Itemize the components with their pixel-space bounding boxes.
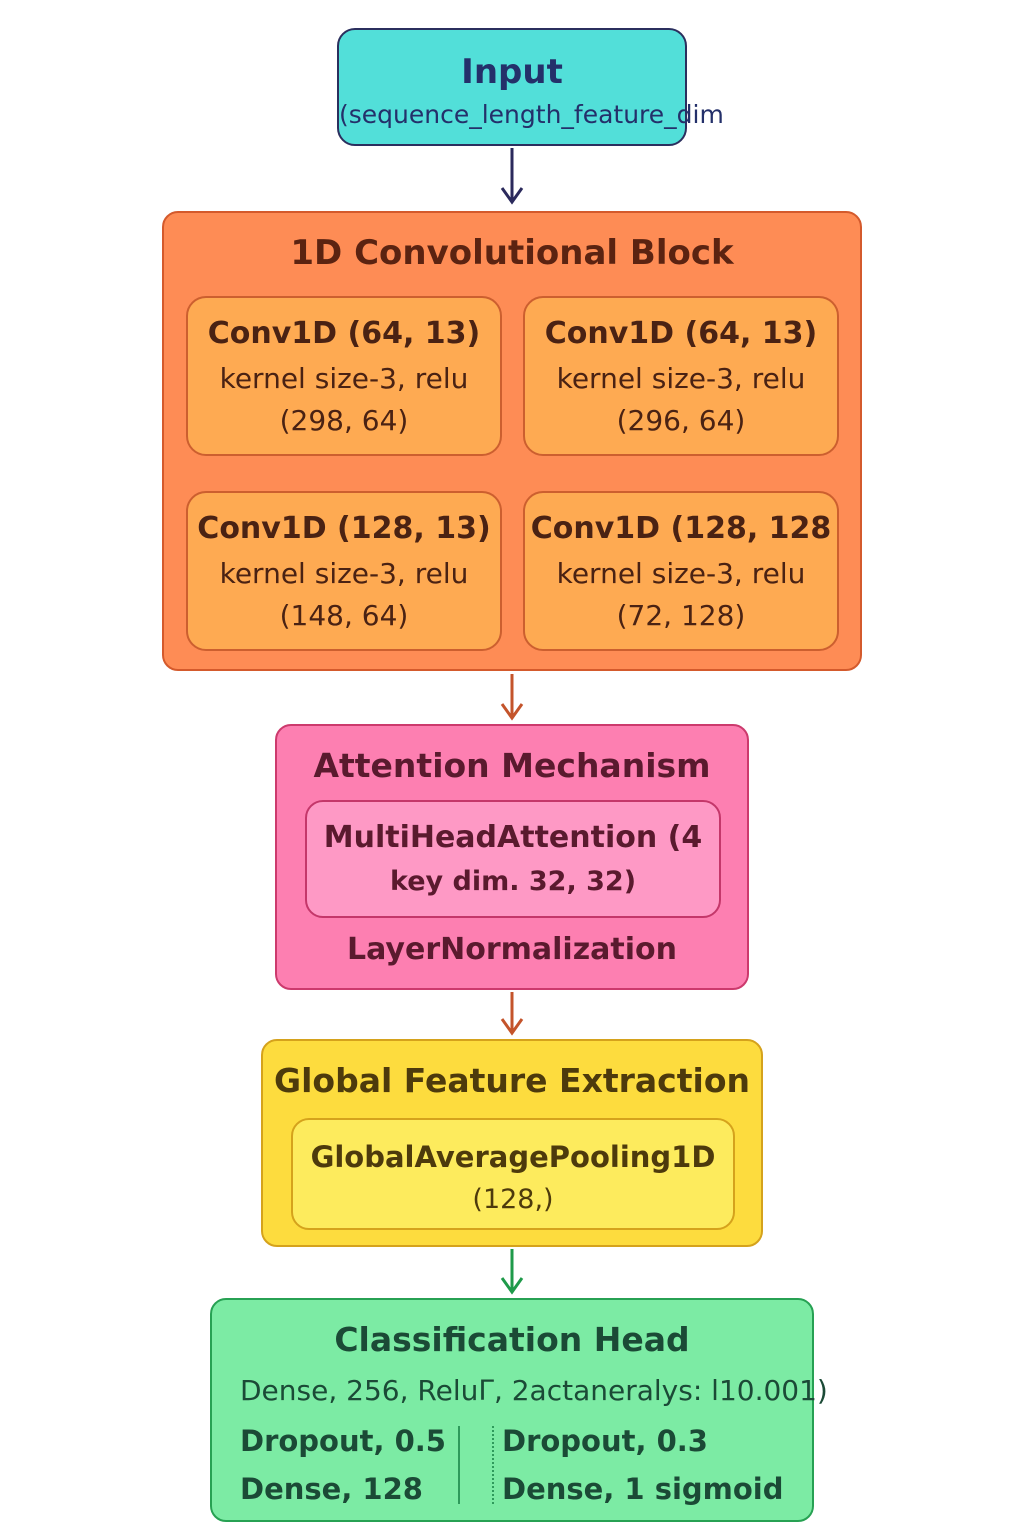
arrow-global-to-classification xyxy=(500,1249,524,1295)
arrow-conv-to-attention xyxy=(500,674,524,721)
conv-layer-params: kernel size-3, relu xyxy=(556,362,806,395)
column-divider-dotted xyxy=(492,1426,494,1504)
conv-layer-3: Conv1D (128, 13) kernel size-3, relu (14… xyxy=(186,491,502,651)
dense-128-layer: Dense, 128 xyxy=(240,1472,423,1506)
conv-layer-name: Conv1D (128, 13) xyxy=(197,511,491,546)
classification-head-title: Classification Head xyxy=(334,1320,690,1359)
layer-normalization-label: LayerNormalization xyxy=(346,932,677,967)
conv-layer-params: kernel size-3, relu xyxy=(219,362,469,395)
mha-params: key dim. 32, 32) xyxy=(389,866,637,897)
dense-1-sigmoid-layer: Dense, 1 sigmoid xyxy=(502,1472,784,1506)
conv-layer-params: kernel size-3, relu xyxy=(219,557,469,590)
conv-layer-2: Conv1D (64, 13) kernel size-3, relu (296… xyxy=(523,296,839,456)
global-feature-title: Global Feature Extraction xyxy=(274,1061,750,1100)
conv-layer-name: Conv1D (64, 13) xyxy=(207,316,481,351)
multihead-attention-node: MultiHeadAttention (4 key dim. 32, 32) xyxy=(305,800,721,918)
conv-layer-params: kernel size-3, relu xyxy=(556,557,806,590)
dropout-0.5-layer: Dropout, 0.5 xyxy=(240,1424,446,1458)
gap-name: GlobalAveragePooling1D xyxy=(310,1140,716,1174)
arrow-input-to-conv xyxy=(500,148,524,205)
attention-block: Attention Mechanism MultiHeadAttention (… xyxy=(275,724,749,990)
conv-layer-shape: (148, 64) xyxy=(279,599,409,632)
conv-layer-shape: (72, 128) xyxy=(616,599,746,632)
attention-block-title: Attention Mechanism xyxy=(313,746,711,785)
input-title: Input xyxy=(461,52,563,92)
conv-block-title: 1D Convolutional Block xyxy=(290,233,734,273)
column-divider xyxy=(458,1426,460,1504)
conv-layer-name: Conv1D (128, 128 xyxy=(530,511,832,546)
dropout-0.3-layer: Dropout, 0.3 xyxy=(502,1424,708,1458)
global-feature-block: Global Feature Extraction GlobalAverageP… xyxy=(261,1039,763,1247)
conv-block: 1D Convolutional Block Conv1D (64, 13) k… xyxy=(162,211,862,671)
conv-layer-shape: (296, 64) xyxy=(616,404,746,437)
input-shape: (sequence_length_feature_dim xyxy=(339,100,724,129)
gap-shape: (128,) xyxy=(472,1184,554,1215)
classification-head-block: Classification Head Dense, 256, Reluᒥ, 2… xyxy=(210,1298,828,1522)
dense-256-layer: Dense, 256, Reluᒥ, 2actaneralys: l10.001… xyxy=(240,1374,828,1407)
arrow-attention-to-global xyxy=(500,992,524,1036)
conv-layer-1: Conv1D (64, 13) kernel size-3, relu (298… xyxy=(186,296,502,456)
conv-layer-4: Conv1D (128, 128 kernel size-3, relu (72… xyxy=(523,491,839,651)
mha-name: MultiHeadAttention (4 xyxy=(323,820,703,855)
global-average-pooling-node: GlobalAveragePooling1D (128,) xyxy=(291,1118,735,1230)
input-node: Input (sequence_length_feature_dim xyxy=(337,28,724,146)
conv-layer-name: Conv1D (64, 13) xyxy=(544,316,818,351)
conv-layer-shape: (298, 64) xyxy=(279,404,409,437)
